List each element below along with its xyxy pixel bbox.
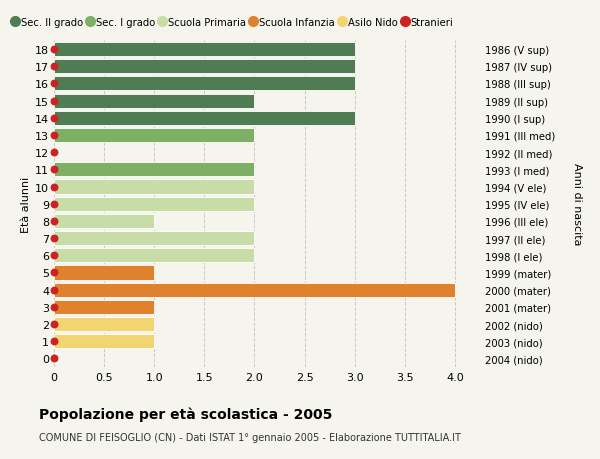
Point xyxy=(49,46,59,54)
Text: COMUNE DI FEISOGLIO (CN) - Dati ISTAT 1° gennaio 2005 - Elaborazione TUTTITALIA.: COMUNE DI FEISOGLIO (CN) - Dati ISTAT 1°… xyxy=(39,432,461,442)
Point xyxy=(49,132,59,140)
Bar xyxy=(54,43,355,57)
Y-axis label: Anni di nascita: Anni di nascita xyxy=(572,163,582,246)
Bar xyxy=(54,60,355,74)
Point xyxy=(49,355,59,362)
Point xyxy=(49,321,59,328)
Point xyxy=(49,252,59,259)
Bar xyxy=(54,317,154,331)
Bar xyxy=(54,214,154,229)
Point xyxy=(49,149,59,157)
Point xyxy=(49,286,59,294)
Bar xyxy=(54,163,254,177)
Point xyxy=(49,115,59,122)
Bar xyxy=(54,180,254,194)
Point xyxy=(49,80,59,88)
Bar xyxy=(54,94,254,108)
Legend: Sec. II grado, Sec. I grado, Scuola Primaria, Scuola Infanzia, Asilo Nido, Stran: Sec. II grado, Sec. I grado, Scuola Prim… xyxy=(8,14,457,32)
Bar xyxy=(54,197,254,211)
Point xyxy=(49,338,59,345)
Point xyxy=(49,303,59,311)
Point xyxy=(49,201,59,208)
Y-axis label: Età alunni: Età alunni xyxy=(21,176,31,232)
Bar xyxy=(54,129,254,143)
Bar xyxy=(54,77,355,91)
Point xyxy=(49,98,59,105)
Bar xyxy=(54,112,355,125)
Point xyxy=(49,63,59,71)
Bar xyxy=(54,335,154,348)
Bar xyxy=(54,249,254,263)
Point xyxy=(49,269,59,276)
Bar xyxy=(54,283,455,297)
Bar xyxy=(54,231,254,246)
Text: Popolazione per età scolastica - 2005: Popolazione per età scolastica - 2005 xyxy=(39,406,332,421)
Point xyxy=(49,166,59,174)
Point xyxy=(49,184,59,191)
Bar xyxy=(54,300,154,314)
Bar xyxy=(54,266,154,280)
Point xyxy=(49,218,59,225)
Point xyxy=(49,235,59,242)
